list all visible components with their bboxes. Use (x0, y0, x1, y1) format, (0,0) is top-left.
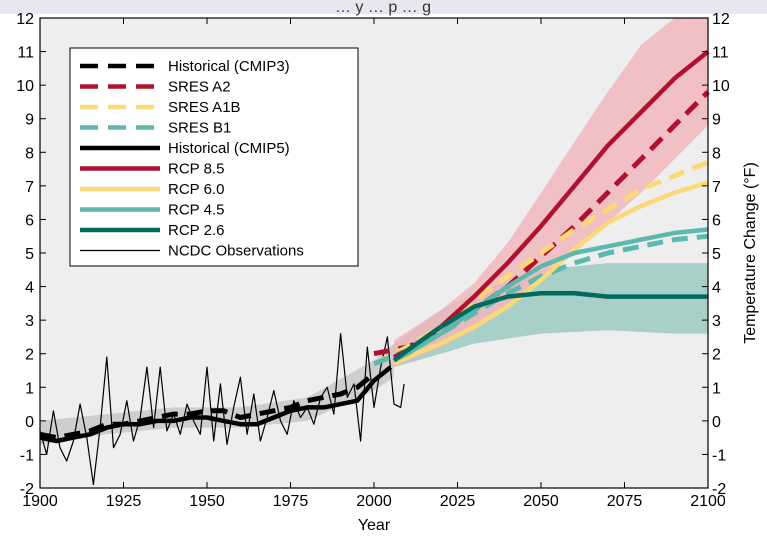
y-tick-label-right: 4 (712, 280, 721, 297)
y-tick-label-right: 12 (712, 11, 730, 28)
uncertainty-bands (40, 18, 708, 445)
legend-label-sres-b1: SRES B1 (168, 120, 231, 137)
band-historical-range (40, 343, 394, 445)
legend-label-sres-a1b: SRES A1B (168, 99, 241, 116)
x-tick-label: 2100 (690, 493, 726, 510)
x-tick-label: 2000 (356, 493, 392, 510)
x-tick-label: 2050 (523, 493, 559, 510)
axis-ticks: 1900 1925 1950 1975 2000 2025 2050 2075 2100-2-1… (16, 11, 730, 510)
y-tick-label-right: 0 (712, 414, 721, 431)
y-axis-label-right: Temperature Change (°F) (742, 162, 759, 344)
y-tick-label-right: 10 (712, 78, 730, 95)
legend-label-rcp-4-5: RCP 4.5 (168, 202, 224, 219)
y-tick-label-left: 1 (25, 380, 34, 397)
y-tick-label-right: 2 (712, 347, 721, 364)
legend-label-historical-cmip5: Historical (CMIP5) (168, 140, 290, 157)
x-tick-label: 2025 (440, 493, 476, 510)
series-line-rcp-2-6 (392, 291, 708, 363)
y-tick-label-right: 6 (712, 212, 721, 229)
y-tick-label-left: 6 (25, 212, 34, 229)
series-line-historical-cmip3 (39, 371, 376, 441)
x-tick-label: 2075 (607, 493, 643, 510)
series-line-rcp-6-0 (392, 180, 709, 366)
y-tick-label-left: -1 (20, 447, 34, 464)
legend-label-historical-cmip3: Historical (CMIP3) (168, 58, 290, 75)
y-tick-label-left: 5 (25, 246, 34, 263)
y-tick-label-right: 3 (712, 313, 721, 330)
chart-title: … y … p … g (335, 0, 431, 16)
y-tick-label-right: 9 (712, 112, 721, 129)
band-rcp-2-6-range (394, 263, 708, 368)
legend-label-ncdc-observations: NCDC Observations (168, 243, 304, 260)
x-tick-label: 1950 (189, 493, 225, 510)
legend: Historical (CMIP3) SRES A2 SRES A1B SRES B1… (69, 47, 359, 267)
y-tick-label-left: 8 (25, 145, 34, 162)
y-tick-label-right: 5 (712, 246, 721, 263)
y-tick-label-left: 4 (25, 280, 34, 297)
legend-label-rcp-8-5: RCP 8.5 (168, 161, 224, 178)
y-tick-label-right: 7 (712, 179, 721, 196)
y-tick-label-right: -2 (712, 481, 726, 498)
title-banner (0, 0, 767, 14)
y-tick-label-left: 11 (17, 45, 34, 62)
x-tick-label: 1900 (22, 493, 58, 510)
x-tick-label: 1925 (106, 493, 142, 510)
y-tick-label-left: -2 (20, 481, 34, 498)
legend-label-sres-a2: SRES A2 (168, 79, 231, 96)
series-line-historical-cmip5 (39, 365, 393, 444)
y-tick-label-left: 7 (25, 179, 34, 196)
plot-frame (39, 17, 709, 489)
y-tick-label-left: 12 (16, 11, 34, 28)
y-tick-label-right: -1 (712, 447, 726, 464)
band-rcp-8-5-range (394, 18, 708, 368)
y-tick-label-left: 10 (16, 78, 34, 95)
series-line-ncdc-observations (39, 333, 405, 486)
y-tick-label-right: 11 (712, 45, 729, 62)
legend-label-rcp-6-0: RCP 6.0 (168, 181, 224, 198)
y-tick-label-left: 9 (25, 112, 34, 129)
y-tick-label-left: 0 (25, 414, 34, 431)
x-tick-label: 1975 (273, 493, 309, 510)
y-tick-label-left: 2 (25, 347, 34, 364)
x-axis-label: Year (358, 517, 391, 534)
legend-label-rcp-2-6: RCP 2.6 (168, 222, 224, 239)
series-line-rcp-4-5 (392, 227, 709, 363)
y-tick-label-right: 1 (712, 380, 721, 397)
series-lines (39, 49, 710, 486)
y-tick-label-right: 8 (712, 145, 721, 162)
y-tick-label-left: 3 (25, 313, 34, 330)
